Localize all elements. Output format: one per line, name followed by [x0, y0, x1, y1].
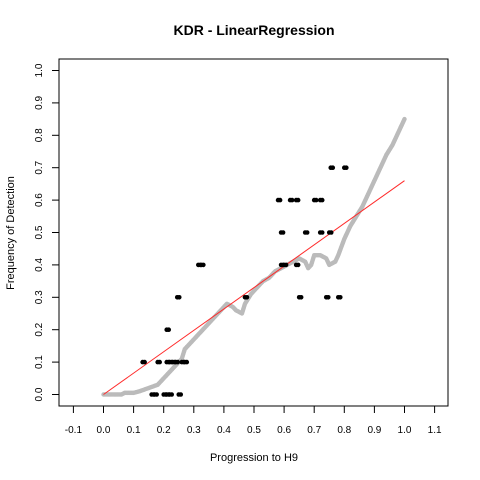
cumulative-point [402, 116, 407, 122]
x-tick-label: 0.1 [127, 425, 141, 436]
y-tick-label: 0.0 [34, 387, 45, 401]
observed-point [319, 230, 325, 235]
observed-point [157, 359, 162, 365]
observed-point [201, 262, 206, 268]
observed-point [154, 392, 159, 397]
x-tick-label: 0.3 [187, 425, 201, 436]
fit-line-layer [103, 180, 405, 395]
observed-point [337, 295, 343, 300]
observed-point [280, 230, 286, 235]
observed-point [304, 230, 310, 235]
x-tick-label: 0.8 [337, 425, 351, 436]
y-tick-label: 0.6 [34, 193, 45, 207]
y-tick-label: 0.7 [34, 160, 45, 174]
x-tick-label: -0.1 [65, 425, 83, 436]
x-tick-label: 0.6 [277, 425, 291, 436]
observed-point [298, 295, 304, 300]
x-tick-label: 0.2 [157, 425, 171, 436]
y-tick-label: 0.8 [34, 128, 45, 142]
observed-point [244, 295, 250, 300]
x-tick-label: 0.4 [217, 425, 231, 436]
observed-point [184, 359, 190, 365]
y-tick-label: 1.0 [34, 63, 45, 77]
x-axis: -0.1 0.0 0.1 0.2 0.3 0.4 0.5 0.6 0.7 0.8 0.9 1.0 1.1 [65, 406, 442, 436]
y-tick-label: 0.4 [34, 258, 45, 272]
y-tick-label: 0.1 [34, 355, 45, 369]
regression-line [103, 180, 405, 395]
y-tick-label: 0.3 [34, 290, 45, 304]
y-tick-label: 0.2 [34, 322, 45, 336]
y-axis-label: Frequency of Detection [5, 176, 17, 290]
observed-point [319, 197, 325, 203]
observed-point [330, 165, 336, 170]
observed-point [295, 197, 301, 203]
chart-title: KDR - LinearRegression [173, 22, 334, 38]
observed-point [178, 392, 184, 397]
observed-point [175, 359, 181, 365]
y-tick-label: 0.9 [34, 96, 45, 110]
observed-point [313, 197, 319, 203]
observed-point [142, 359, 147, 365]
x-tick-label: 0.5 [247, 425, 261, 436]
y-tick-label: 0.5 [34, 225, 45, 239]
x-tick-label: 0.7 [307, 425, 321, 436]
x-tick-label: 1.0 [398, 425, 412, 436]
observed-point [277, 197, 283, 203]
observed-point [344, 165, 349, 170]
y-axis: 0.0 0.1 0.2 0.3 0.4 0.5 0.6 0.7 0.8 0.9 1.0 [34, 63, 59, 401]
cumulative-curve [101, 116, 407, 397]
x-tick-label: 0.0 [97, 425, 111, 436]
x-axis-label: Progression to H9 [210, 452, 298, 464]
x-tick-label: 1.1 [428, 425, 442, 436]
observed-point [283, 262, 289, 268]
observed-point [176, 295, 182, 300]
x-tick-label: 0.9 [367, 425, 381, 436]
observed-point [289, 197, 295, 203]
observed-point [325, 295, 331, 300]
observed-point [169, 392, 175, 397]
observed-points [140, 165, 349, 397]
observed-point [295, 262, 301, 268]
observed-point [328, 230, 334, 235]
observed-point [166, 327, 172, 333]
